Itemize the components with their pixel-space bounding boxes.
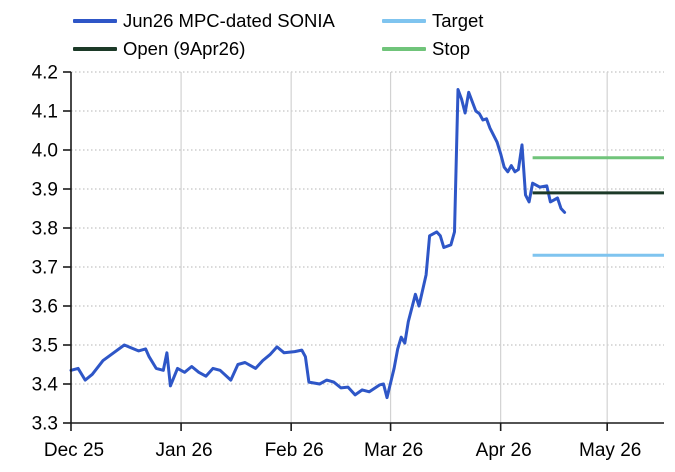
legend-swatch-line (73, 47, 117, 51)
y-tick-label: 3.5 (32, 336, 58, 357)
series-line-jun26-sonia (69, 88, 567, 400)
x-tick-label: Dec 25 (44, 440, 104, 461)
x-tick-label: Apr 26 (476, 440, 532, 461)
legend-label: Jun26 MPC-dated SONIA (123, 9, 335, 31)
legend-swatch-line (382, 19, 426, 23)
legend-label: Stop (432, 37, 471, 59)
y-tick-label: 4.1 (32, 102, 58, 123)
y-tick-label: 3.7 (32, 258, 58, 279)
legend-item: Target (382, 7, 483, 35)
x-tick-label: Jan 26 (156, 440, 213, 461)
legend-column-left: Jun26 MPC-dated SONIA Open (9Apr26) (73, 7, 335, 63)
x-tick-label: Mar 26 (364, 440, 423, 461)
y-tick-label: 3.9 (32, 180, 58, 201)
legend-column-right: Target Stop (382, 7, 483, 63)
legend-item: Stop (382, 35, 483, 63)
legend-item: Jun26 MPC-dated SONIA (73, 7, 335, 35)
y-tick-label: 3.3 (32, 414, 58, 435)
y-tick-label: 3.6 (32, 297, 58, 318)
legend-swatch-line (73, 19, 117, 23)
x-tick-label: Feb 26 (265, 440, 324, 461)
legend-swatch-line (382, 47, 426, 51)
legend-label: Target (432, 9, 484, 31)
y-tick-label: 4.0 (32, 141, 58, 162)
legend-item: Open (9Apr26) (73, 35, 335, 63)
y-tick-label: 3.8 (32, 219, 58, 240)
x-tick-label: May 26 (579, 440, 641, 461)
legend-label: Open (9Apr26) (123, 37, 246, 59)
y-tick-label: 4.2 (32, 63, 58, 84)
y-tick-label: 3.4 (32, 375, 59, 396)
